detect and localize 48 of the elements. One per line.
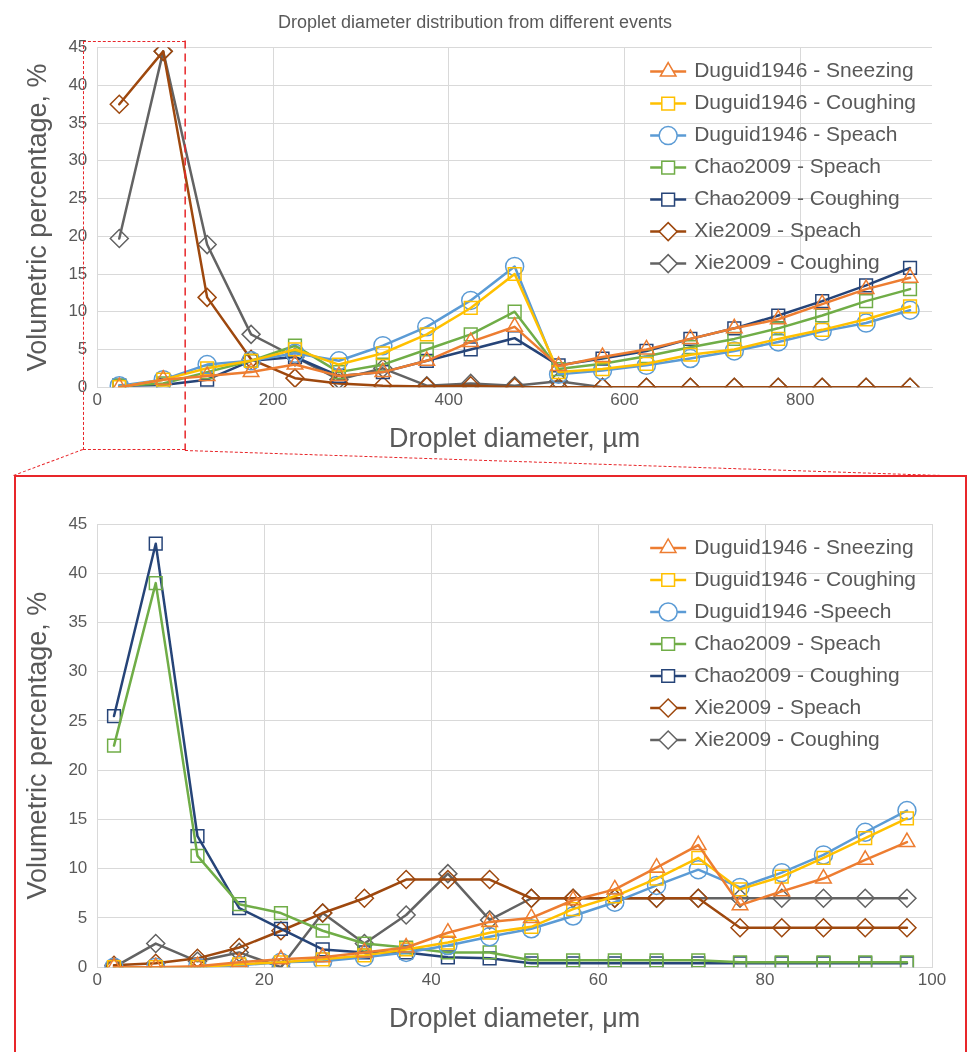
chart-title: Droplet diameter distribution from different events: [278, 11, 672, 32]
y-tick-label: 10: [68, 301, 88, 321]
legend-label: Duguid1946 - Coughing: [694, 90, 917, 114]
y-tick-label: 0: [77, 956, 88, 976]
x-tick-label: 400: [434, 390, 463, 410]
y-tick-label: 45: [68, 37, 88, 57]
x-tick-label: 800: [786, 390, 815, 410]
x-tick-label: 40: [421, 970, 441, 990]
x-tick-label: 80: [755, 970, 775, 990]
y-tick-label: 45: [68, 513, 88, 533]
legend-label: Chao2009 - Coughing: [694, 186, 900, 210]
y-tick-label: 30: [68, 661, 88, 681]
x-axis-title: Droplet diameter, µm: [389, 423, 641, 454]
x-tick-label: 200: [258, 390, 288, 410]
y-axis-title: Volumetric percentage, %: [21, 63, 52, 372]
x-tick-label: 60: [588, 970, 608, 990]
legend-label: Chao2009 - Speach: [694, 154, 881, 178]
y-tick-label: 0: [77, 376, 88, 396]
x-tick-label: 20: [254, 970, 274, 990]
legend-label: Chao2009 - Speach: [694, 630, 881, 654]
y-axis-title: Volumetric percentage, %: [21, 591, 52, 900]
x-axis-title: Droplet diameter, μm: [389, 1003, 641, 1034]
legend-label: Duguid1946 - Speach: [694, 122, 898, 146]
y-tick-label: 15: [68, 809, 88, 829]
legend-label: Chao2009 - Coughing: [694, 662, 900, 686]
y-tick-label: 20: [68, 225, 88, 245]
x-tick-label: 0: [92, 970, 103, 990]
legend-label: Duguid1946 -Speech: [694, 598, 892, 622]
legend-label: Xie2009 - Speach: [694, 218, 862, 242]
y-tick-label: 25: [68, 710, 88, 730]
legend-label: Xie2009 - Speach: [694, 694, 862, 718]
legend-label: Duguid1946 - Sneezing: [694, 534, 914, 558]
legend-label: Duguid1946 - Coughing: [694, 566, 917, 590]
x-tick-label: 100: [917, 970, 947, 990]
legend-label: Duguid1946 - Sneezing: [694, 58, 914, 82]
x-tick-label: 0: [92, 390, 103, 410]
x-tick-label: 600: [610, 390, 639, 410]
y-tick-label: 40: [68, 75, 88, 95]
legend-label: Xie2009 - Coughing: [694, 726, 880, 750]
y-tick-label: 25: [68, 188, 88, 208]
y-tick-label: 10: [68, 858, 88, 878]
y-tick-label: 20: [68, 759, 88, 779]
y-tick-label: 40: [68, 562, 88, 582]
y-tick-label: 30: [68, 150, 88, 170]
y-tick-label: 35: [68, 612, 88, 632]
y-tick-label: 35: [68, 112, 88, 132]
legend-label: Xie2009 - Coughing: [694, 250, 880, 274]
y-tick-label: 5: [77, 907, 88, 927]
